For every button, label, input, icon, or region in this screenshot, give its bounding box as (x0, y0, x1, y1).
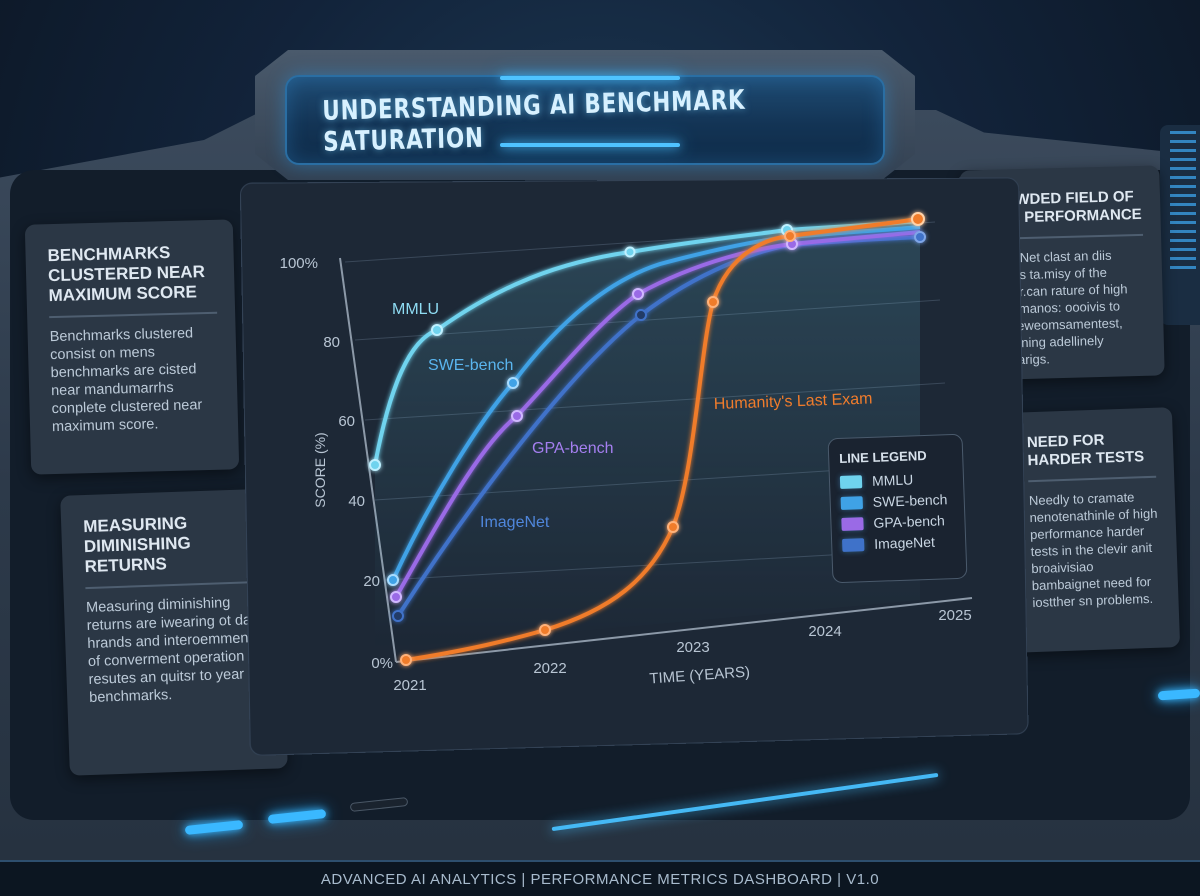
svg-text:2023: 2023 (676, 639, 709, 656)
label-mmlu: MMLU (392, 301, 439, 318)
swatch-icon (840, 495, 863, 510)
label-humanitys-last-exam: Humanity's Last Exam (714, 390, 873, 413)
side-gauge (1160, 125, 1200, 325)
data-markers (369, 212, 926, 666)
svg-text:2022: 2022 (533, 660, 566, 677)
series-gpa-bench (394, 230, 921, 598)
legend-title: LINE LEGEND (838, 447, 927, 466)
footer-bar: ADVANCED AI ANALYTICS | PERFORMANCE METR… (0, 860, 1200, 896)
label-gpa-bench: GPA-bench (532, 440, 614, 457)
legend-item-imagenet: ImageNet (842, 533, 955, 553)
svg-text:2024: 2024 (808, 623, 841, 640)
label-swe-bench: SWE-bench (428, 357, 513, 374)
x-axis-label: TIME (YEARS) (649, 664, 751, 688)
label-imagenet: ImageNet (480, 514, 550, 531)
chart-legend: LINE LEGEND MMLU SWE-bench GPA-bench Ima… (827, 433, 968, 584)
svg-text:2025: 2025 (938, 607, 971, 624)
svg-text:100%: 100% (280, 255, 318, 272)
svg-text:40: 40 (348, 493, 365, 510)
legend-item-gpa-bench: GPA-bench (841, 512, 954, 532)
title-glow-top (500, 76, 680, 80)
swatch-icon (839, 474, 863, 489)
title-banner: UNDERSTANDING AI BENCHMARK SATURATION (285, 75, 885, 165)
swatch-icon (841, 516, 864, 531)
x-tick-labels: 2021 2022 2023 2024 2025 (393, 607, 971, 694)
y-axis-label: SCORE (%) (312, 432, 328, 507)
svg-text:2021: 2021 (393, 677, 426, 694)
svg-text:0%: 0% (371, 655, 393, 672)
y-tick-labels: 100% 80 60 40 20 0% (280, 255, 393, 672)
series-swe-bench (391, 225, 921, 581)
series-imagenet (396, 235, 921, 618)
legend-item-swe-bench: SWE-bench (840, 491, 953, 511)
title-glow-bottom (500, 143, 680, 147)
svg-text:60: 60 (338, 413, 355, 430)
footer-text: ADVANCED AI ANALYTICS | PERFORMANCE METR… (320, 870, 880, 888)
series-mmlu (373, 219, 919, 466)
swatch-icon (842, 537, 865, 552)
svg-text:80: 80 (323, 334, 340, 351)
legend-item-mmlu: MMLU (839, 470, 953, 490)
